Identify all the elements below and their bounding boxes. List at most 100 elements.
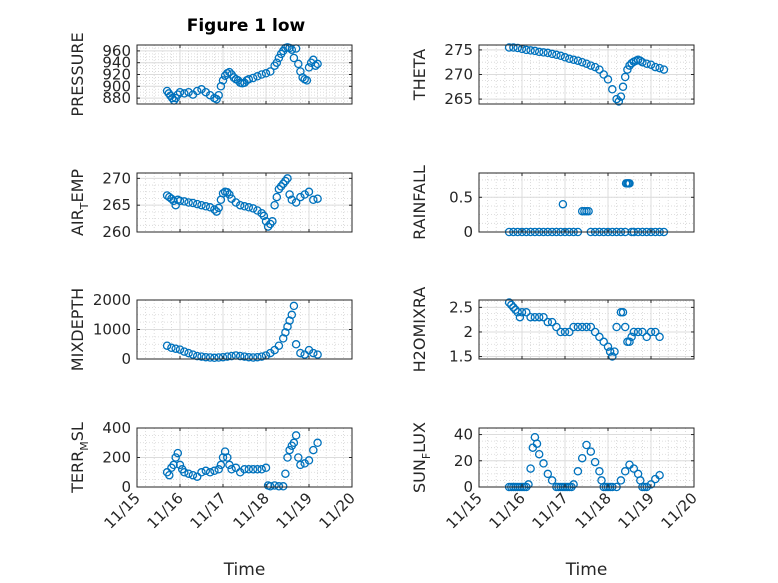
data-point [313, 59, 322, 69]
data-point [216, 82, 226, 91]
data-point [287, 310, 297, 320]
axes-box [478, 299, 695, 360]
subplot-4: 0 1000 2000 MIXDEPTH [68, 288, 353, 371]
data-point [565, 54, 574, 64]
data-point [205, 353, 215, 362]
data-point [167, 343, 176, 353]
y-tick-label: 275 [444, 41, 473, 59]
y-tick-label: 900 [102, 77, 131, 95]
data-point [556, 327, 565, 337]
data-point [188, 198, 198, 208]
data-point [272, 192, 282, 202]
data-point [543, 48, 553, 58]
data-point [248, 204, 258, 213]
data-point [534, 312, 544, 322]
data-point [278, 179, 288, 188]
data-point [556, 51, 565, 61]
data-point [240, 352, 249, 361]
data-point [522, 308, 531, 317]
data-point [620, 467, 630, 476]
data-point [235, 351, 245, 361]
data-point [205, 90, 215, 100]
data-point [253, 465, 262, 474]
data-point [309, 195, 318, 205]
data-point [590, 62, 600, 72]
data-point [218, 76, 228, 85]
data-point [616, 92, 626, 101]
data-point [642, 332, 651, 342]
data-point [526, 312, 535, 322]
data-point [618, 82, 628, 92]
y-label-main: THETA [410, 49, 429, 101]
data-point [612, 94, 621, 104]
data-point [162, 341, 172, 350]
y-axis-label: MIXDEPTH [68, 288, 87, 371]
data-point [646, 60, 656, 69]
data-point [547, 49, 557, 59]
data-point [188, 350, 198, 359]
data-point [257, 208, 266, 218]
data-point [513, 43, 522, 53]
data-point [210, 353, 219, 363]
y-label-main: RAINFALL [410, 165, 429, 240]
data-point [253, 206, 262, 215]
y-tick-label: 265 [444, 90, 473, 108]
data-point [522, 45, 531, 55]
y-tick-label: 2000 [93, 291, 131, 309]
data-point [573, 467, 583, 476]
data-point [603, 342, 613, 351]
data-point [281, 328, 290, 337]
data-point [274, 482, 284, 491]
data-point [285, 316, 294, 325]
data-point [248, 353, 258, 362]
data-point [169, 196, 178, 206]
data-point [248, 73, 258, 83]
data-point [175, 196, 185, 206]
y-label-main: H2OMIXRA [410, 287, 429, 373]
y-tick-label: 200 [102, 449, 131, 467]
data-point [240, 465, 249, 474]
data-point [513, 308, 522, 317]
data-point [625, 179, 634, 188]
y-axis-label: TERRMSL [68, 422, 91, 494]
data-point [582, 440, 591, 450]
data-point [244, 465, 254, 474]
data-point [212, 95, 221, 104]
data-point [558, 199, 568, 209]
data-point [608, 85, 617, 94]
data-point [569, 480, 578, 489]
data-point [285, 43, 294, 53]
subplot-3: 0 0.5 RAINFALL [410, 165, 695, 241]
data-point [573, 322, 583, 332]
y-axis-label: H2OMIXRA [410, 287, 429, 373]
data-point [599, 337, 608, 347]
data-point [642, 59, 651, 68]
data-point [651, 327, 660, 337]
data-point [227, 351, 236, 361]
y-tick-label: 400 [102, 419, 131, 437]
y-label-tail: SL [68, 422, 87, 441]
data-point [560, 327, 570, 337]
data-point [287, 195, 297, 205]
data-point [261, 217, 271, 226]
y-label-main: AIR [68, 209, 87, 236]
y-tick-label: 920 [102, 66, 131, 84]
data-point [515, 312, 525, 322]
axes-box [136, 172, 353, 233]
data-point [218, 453, 228, 462]
data-point [298, 73, 307, 82]
data-point [638, 57, 647, 67]
data-point [270, 200, 279, 210]
data-point [171, 200, 180, 210]
y-axis-label: RAINFALL [410, 165, 429, 240]
y-tick-label: 0.5 [449, 188, 473, 206]
data-point [633, 327, 643, 337]
data-point [218, 352, 228, 362]
data-point [167, 194, 176, 203]
data-point [205, 468, 215, 477]
data-point [509, 303, 518, 312]
subplot-5: 1.5 2 2.5 H2OMIXRA [410, 287, 695, 373]
data-point [300, 190, 309, 199]
data-point [534, 47, 544, 57]
